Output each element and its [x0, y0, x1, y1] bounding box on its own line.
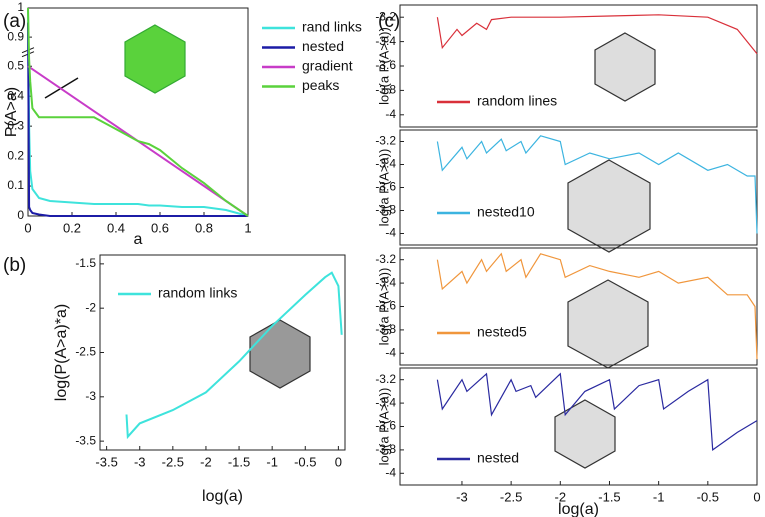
- legend-label: gradient: [302, 58, 353, 74]
- inset-hexagon: [249, 319, 311, 389]
- y-tick-label: 0.3: [7, 118, 24, 132]
- series-line: [436, 372, 758, 452]
- inset-hexagon: [594, 32, 656, 102]
- y-axis-label: log(P(A>a)*a): [53, 304, 70, 401]
- y-tick-label: -3.2: [375, 134, 396, 148]
- x-tick-label: -2.5: [500, 489, 522, 504]
- x-tick-label: -1: [653, 489, 665, 504]
- x-tick-label: -3: [456, 489, 468, 504]
- y-tick-label: -3.8: [375, 322, 396, 336]
- x-tick-label: 0.8: [195, 220, 213, 235]
- x-axis-label: log(a): [558, 501, 599, 517]
- y-axis-label: log(a P(A>a)): [376, 27, 391, 105]
- x-tick-label: -2: [200, 454, 212, 469]
- legend-label: random lines: [477, 93, 557, 109]
- inset-hexagon: [567, 279, 649, 369]
- plot-frame: [399, 4, 758, 128]
- y-tick-label: -2: [85, 300, 96, 314]
- y-tick-label: -3: [85, 389, 96, 403]
- y-tick-label: 0.2: [7, 148, 24, 162]
- x-tick-label: 0.2: [63, 220, 81, 235]
- legend-label: nested10: [477, 204, 535, 220]
- series-line: [125, 271, 343, 440]
- series-line: [436, 135, 758, 234]
- legend-label: peaks: [302, 77, 339, 93]
- y-tick-label: -4: [385, 345, 396, 359]
- y-tick-label: -3.6: [375, 58, 396, 72]
- panel-label: (c): [378, 11, 400, 32]
- inset-hexagon: [554, 399, 616, 469]
- legend-label: nested5: [477, 324, 527, 340]
- x-tick-label: -0.5: [697, 489, 719, 504]
- series-line: [27, 7, 249, 217]
- panel-label: (a): [3, 11, 26, 32]
- y-tick-label: -3.2: [375, 372, 396, 386]
- legend-label: nested: [477, 450, 519, 466]
- y-tick-label: -3.6: [375, 299, 396, 313]
- x-tick-label: -0.5: [294, 454, 316, 469]
- y-axis-label: log(a P(A>a)): [376, 149, 391, 227]
- x-tick-label: 0: [24, 220, 31, 235]
- y-tick-label: -4: [385, 226, 396, 240]
- legend-label: rand links: [302, 19, 362, 35]
- y-tick-label: -3.8: [375, 442, 396, 456]
- y-tick-label: -2.5: [75, 345, 96, 359]
- y-tick-label: -3.6: [375, 419, 396, 433]
- series-line: [436, 252, 758, 360]
- inset-hexagon: [124, 24, 186, 94]
- x-tick-label: 1: [244, 220, 251, 235]
- x-tick-label: -1.5: [228, 454, 250, 469]
- series-line: [27, 65, 249, 217]
- y-tick-label: -3.4: [375, 34, 396, 48]
- x-tick-label: -2: [555, 489, 567, 504]
- inset-hexagon: [567, 159, 651, 253]
- y-tick-label: 0.9: [7, 29, 24, 43]
- y-tick-label: 0.5: [7, 58, 24, 72]
- legend-label: random links: [158, 285, 237, 301]
- insets: [124, 24, 656, 469]
- x-tick-label: -1.5: [598, 489, 620, 504]
- x-tick-label: -1: [266, 454, 278, 469]
- y-axis-label: P(A>a): [3, 87, 20, 137]
- y-tick-label: -3.4: [375, 395, 396, 409]
- series-line: [436, 14, 758, 55]
- y-tick-label: 0: [17, 208, 24, 222]
- x-axis-label: a: [134, 231, 143, 248]
- x-tick-label: -3: [134, 454, 146, 469]
- series-line: [27, 7, 249, 217]
- y-tick-label: -4: [385, 465, 396, 479]
- y-tick-label: -3.4: [375, 275, 396, 289]
- y-tick-label: 1: [17, 0, 24, 14]
- series-line: [27, 22, 248, 217]
- y-tick-label: -1.5: [75, 256, 96, 270]
- y-tick-label: -3.6: [375, 180, 396, 194]
- x-tick-label: 0: [753, 489, 760, 504]
- y-axis-label: log(a P(A>a)): [376, 268, 391, 346]
- x-tick-label: 0.4: [107, 220, 125, 235]
- y-axis-label: log(a P(A>a)): [376, 388, 391, 466]
- y-tick-label: -3.2: [375, 9, 396, 23]
- y-tick-label: -3.8: [375, 203, 396, 217]
- y-tick-label: -4: [385, 107, 396, 121]
- x-tick-label: -3.5: [95, 454, 117, 469]
- y-tick-label: 0.1: [7, 178, 24, 192]
- panel-label: (b): [3, 255, 26, 276]
- x-tick-label: 0.6: [151, 220, 169, 235]
- x-tick-label: -2.5: [162, 454, 184, 469]
- legend-label: nested: [302, 38, 344, 54]
- y-tick-label: -3.5: [75, 433, 96, 447]
- y-tick-label: -3.4: [375, 157, 396, 171]
- x-tick-label: 0: [335, 454, 342, 469]
- y-tick-label: -3.8: [375, 83, 396, 97]
- x-axis-label: log(a): [202, 488, 243, 505]
- y-tick-label: -3.2: [375, 252, 396, 266]
- y-tick-label: 0.4: [7, 88, 24, 102]
